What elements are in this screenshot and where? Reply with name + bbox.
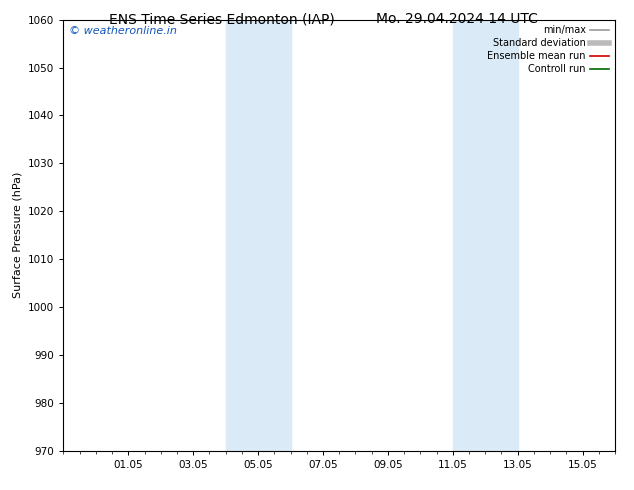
- Text: © weatheronline.in: © weatheronline.in: [69, 26, 177, 36]
- Text: ENS Time Series Edmonton (IAP): ENS Time Series Edmonton (IAP): [109, 12, 335, 26]
- Text: Mo. 29.04.2024 14 UTC: Mo. 29.04.2024 14 UTC: [375, 12, 538, 26]
- Legend: min/max, Standard deviation, Ensemble mean run, Controll run: min/max, Standard deviation, Ensemble me…: [483, 22, 613, 78]
- Y-axis label: Surface Pressure (hPa): Surface Pressure (hPa): [13, 172, 23, 298]
- Bar: [453, 20, 517, 451]
- Bar: [226, 20, 290, 451]
